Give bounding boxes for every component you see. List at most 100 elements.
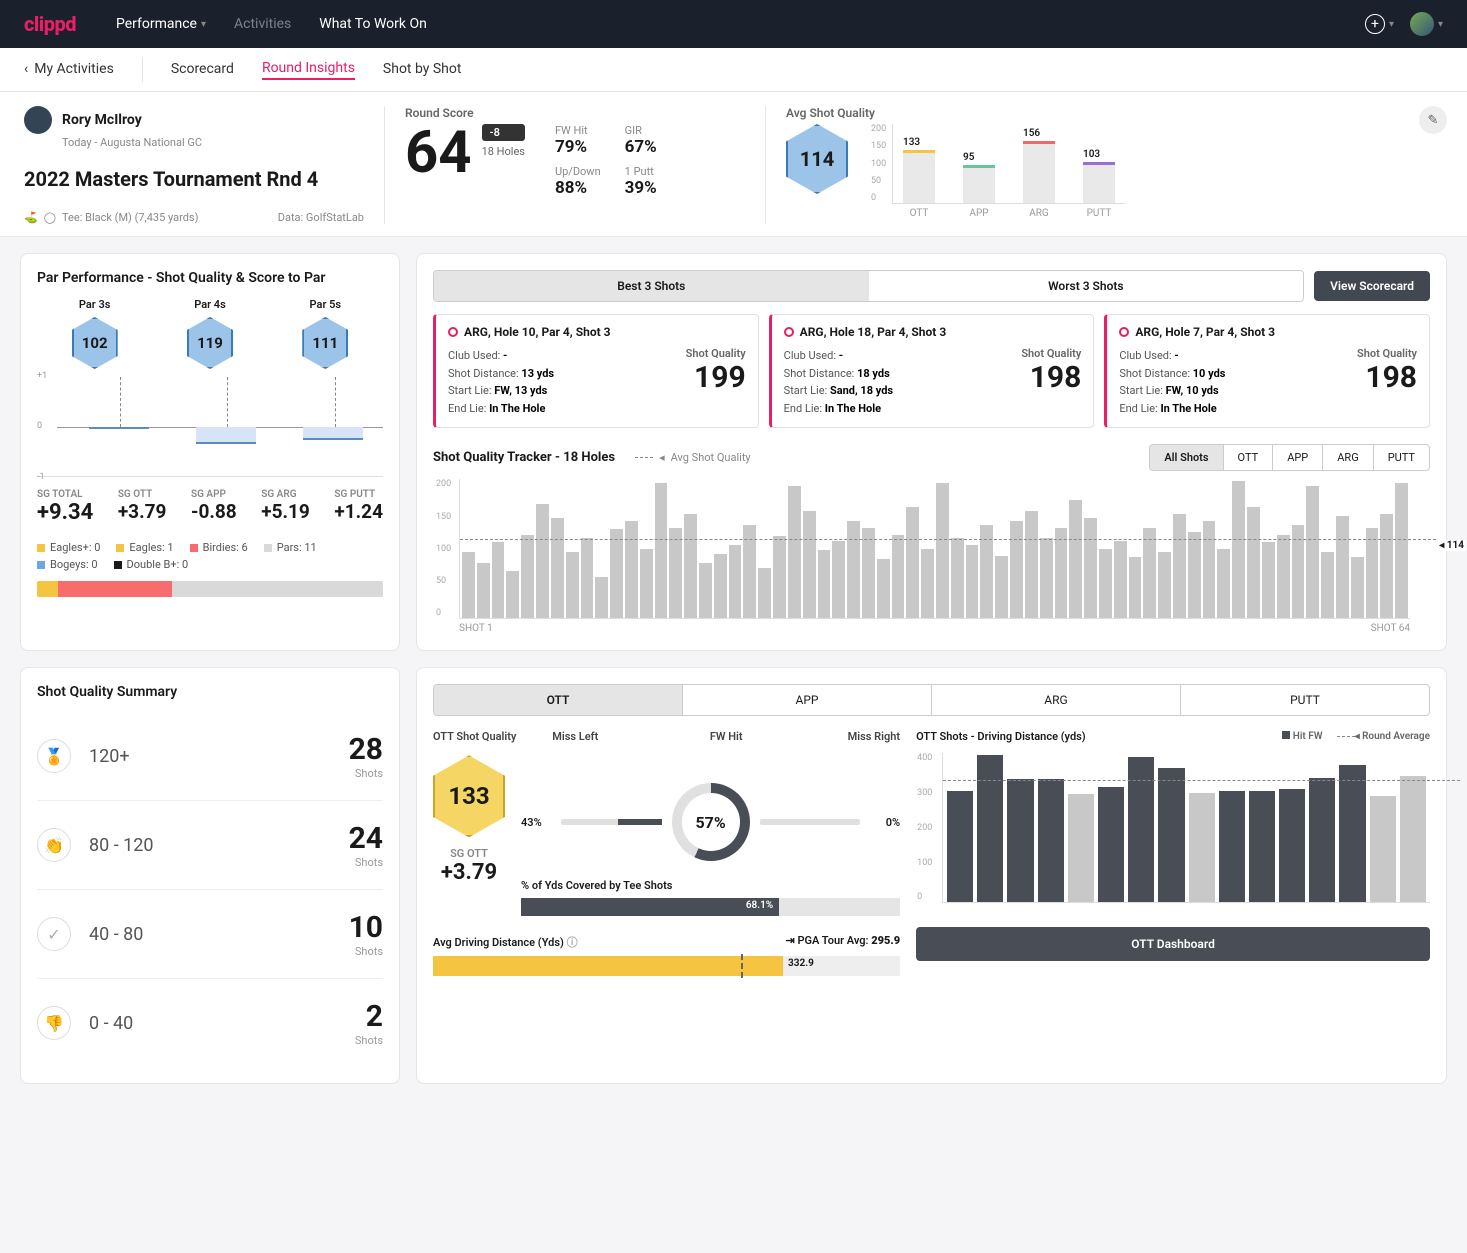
logo[interactable]: clippd [24, 12, 76, 36]
ott-seg-arg[interactable]: ARG [931, 685, 1180, 715]
view-scorecard-button[interactable]: View Scorecard [1314, 271, 1430, 301]
ring-icon [448, 327, 458, 337]
mini-stat: Up/Down88% [555, 165, 601, 198]
ott-panel-card: OTTAPPARGPUTT OTT Shot Quality Miss Left… [416, 667, 1447, 1084]
miss-right-bar [760, 819, 861, 825]
asq-hex: 114 [786, 124, 848, 194]
ott-seg-putt[interactable]: PUTT [1180, 685, 1429, 715]
mini-stat: FW Hit79% [555, 124, 601, 157]
tab-scorecard[interactable]: Scorecard [171, 61, 234, 79]
back-my-activities[interactable]: ‹ My Activities [24, 61, 114, 79]
card-title: Shot Quality Summary [37, 684, 383, 700]
mini-stat: GIR67% [625, 124, 671, 157]
divider [142, 58, 143, 82]
dd-legend-hit: Hit FW [1282, 731, 1322, 742]
ott-dashboard-button[interactable]: OTT Dashboard [916, 927, 1430, 961]
topbar: clippd Performance ▾ Activities What To … [0, 0, 1467, 48]
sq-summary-row: 👎0 - 40 2Shots [37, 979, 383, 1067]
score-distribution-bar [37, 581, 383, 597]
sg-metric: SG ARG+5.19 [261, 489, 310, 525]
shot-card[interactable]: ARG, Hole 18, Par 4, Shot 3 Club Used: -… [769, 314, 1095, 428]
ott-seg-app[interactable]: APP [682, 685, 931, 715]
dd-legend-avg: ◂ Round Average [1337, 731, 1430, 742]
tracker-seg-arg[interactable]: ARG [1322, 445, 1372, 470]
top-nav: Performance ▾ Activities What To Work On [116, 16, 1365, 32]
miss-right-pct: 0% [870, 816, 900, 829]
tab-shot-by-shot[interactable]: Shot by Shot [383, 61, 462, 79]
tracker-seg-app[interactable]: APP [1272, 445, 1322, 470]
legend-item: Birdies: 6 [190, 541, 248, 554]
round-title: 2022 Masters Tournament Rnd 4 [24, 167, 364, 191]
ott-seg-ott[interactable]: OTT [434, 685, 682, 715]
holes-count: 18 Holes [482, 145, 525, 158]
dd-chart: 4003002001000 ◂ 329 [942, 753, 1430, 903]
round-header: Rory McIlroy Today - Augusta National GC… [0, 92, 1467, 237]
par-hex: Par 4s119 [187, 298, 233, 369]
tracker-title: Shot Quality Tracker - 18 Holes [433, 450, 615, 465]
player-name: Rory McIlroy [62, 112, 142, 128]
pga-tour-avg: ⇥ PGA Tour Avg: 295.9 [785, 934, 900, 950]
tab-round-insights[interactable]: Round Insights [262, 60, 355, 80]
par-hex: Par 3s102 [72, 298, 118, 369]
tracker-seg-putt[interactable]: PUTT [1373, 445, 1429, 470]
sg-metric: SG PUTT+1.24 [334, 489, 383, 525]
dd-title: OTT Shots - Driving Distance (yds) [916, 730, 1086, 743]
edit-button[interactable]: ✎ [1419, 106, 1447, 134]
toggle-best-shots[interactable]: Best 3 Shots [434, 271, 869, 301]
head-ott-sq: OTT Shot Quality [433, 730, 542, 743]
pencil-icon: ✎ [1428, 113, 1439, 128]
tee-info: Tee: Black (M) (7,435 yards) [62, 211, 198, 224]
mini-stat: 1 Putt39% [625, 165, 671, 198]
coverage-bar: 68.1% [521, 898, 900, 916]
ring-icon [784, 327, 794, 337]
check-icon: ✓ [37, 917, 71, 951]
driving-distance-bar: 332.9 [433, 956, 900, 976]
ott-sq-hex: 133 [433, 755, 505, 837]
head-miss-left: Miss Left [552, 730, 661, 743]
shot-card[interactable]: ARG, Hole 10, Par 4, Shot 3 Club Used: -… [433, 314, 759, 428]
shots-tracker-card: Best 3 Shots Worst 3 Shots View Scorecar… [416, 253, 1447, 651]
user-menu[interactable]: ▾ [1410, 12, 1443, 36]
info-icon[interactable]: ⓘ [567, 936, 578, 949]
tracker-seg-ott[interactable]: OTT [1223, 445, 1273, 470]
par-performance-card: Par Performance - Shot Quality & Score t… [20, 253, 400, 651]
toggle-worst-shots[interactable]: Worst 3 Shots [869, 271, 1304, 301]
ribbon-icon: 🏅 [37, 739, 71, 773]
miss-left-pct: 43% [521, 816, 551, 829]
par-hex: Par 5s111 [302, 298, 348, 369]
ring-icon [1119, 327, 1129, 337]
sg-ott-value: +3.79 [441, 860, 497, 885]
nav-performance[interactable]: Performance ▾ [116, 16, 206, 32]
chevron-down-icon: ▾ [1438, 19, 1443, 30]
head-miss-right: Miss Right [791, 730, 900, 743]
data-source: Data: GolfStatLab [278, 211, 364, 224]
head-fw-hit: FW Hit [672, 730, 781, 743]
shot-card[interactable]: ARG, Hole 7, Par 4, Shot 3 Club Used: -S… [1104, 314, 1430, 428]
legend-item: Eagles: 1 [116, 541, 173, 554]
tracker-segments: All ShotsOTTAPPARGPUTT [1149, 444, 1430, 471]
add-button[interactable]: +▾ [1365, 14, 1394, 34]
asq-mini-chart: 200150100500 133OTT95APP156ARG103PUTT [892, 124, 1125, 204]
sg-metric: SG OTT+3.79 [118, 489, 167, 525]
avatar [1410, 12, 1434, 36]
player-avatar [24, 106, 52, 134]
legend-item: Eagles+: 0 [37, 541, 100, 554]
sg-metric: SG TOTAL+9.34 [37, 489, 93, 525]
chevron-left-icon: ‹ [24, 61, 28, 77]
clap-icon: 👏 [37, 828, 71, 862]
sg-metric: SG APP-0.88 [191, 489, 237, 525]
tracker-seg-all shots[interactable]: All Shots [1150, 445, 1222, 470]
nav-what-to-work-on[interactable]: What To Work On [319, 16, 427, 32]
tracker-legend: ◂ Avg Shot Quality [635, 451, 751, 464]
legend-item: Double B+: 0 [114, 558, 189, 571]
round-score: 64 [405, 124, 472, 182]
player-subtitle: Today - Augusta National GC [62, 136, 364, 149]
chevron-down-icon: ▾ [201, 19, 206, 30]
sg-ott-label: SG OTT [441, 847, 497, 860]
subnav: ‹ My Activities Scorecard Round Insights… [0, 48, 1467, 92]
flag-icon: ⛳ [24, 211, 38, 224]
nav-activities[interactable]: Activities [234, 16, 291, 32]
legend-item: Bogeys: 0 [37, 558, 98, 571]
plus-icon: + [1365, 14, 1385, 34]
fw-hit-donut: 57% [672, 783, 750, 861]
